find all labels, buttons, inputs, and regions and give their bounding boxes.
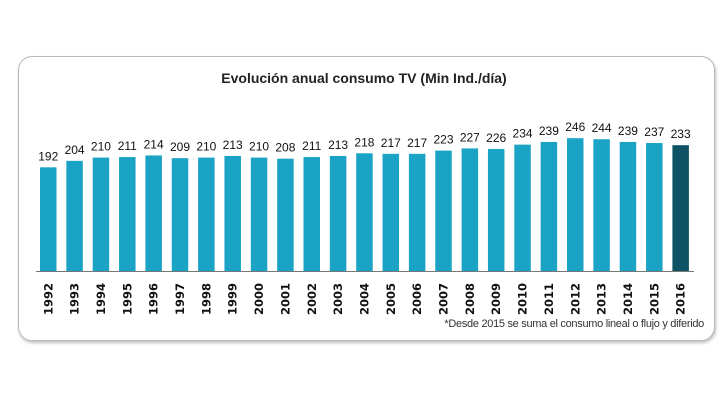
x-tick-label-2011: 2011 <box>542 283 556 315</box>
x-tick-label-1994: 1994 <box>94 283 108 315</box>
x-tick-label-2016: 2016 <box>674 283 688 315</box>
data-label-2002: 211 <box>302 139 321 153</box>
data-label-2014: 239 <box>618 124 638 138</box>
bar-2006 <box>408 153 426 271</box>
bar-2005 <box>382 153 400 271</box>
data-label-2007: 223 <box>433 133 453 147</box>
x-tick-label-2006: 2006 <box>410 283 424 315</box>
data-label-1998: 210 <box>196 140 216 154</box>
x-tick-label-2015: 2015 <box>647 283 661 315</box>
bar-1998 <box>198 157 215 271</box>
data-label-1996: 214 <box>144 137 164 151</box>
x-tick-label-2012: 2012 <box>568 283 582 315</box>
data-label-2008: 227 <box>460 130 480 144</box>
x-tick-label-1998: 1998 <box>199 283 213 315</box>
data-label-2012: 246 <box>565 120 585 134</box>
x-tick-label-2000: 2000 <box>252 283 266 315</box>
bar-1996 <box>145 155 162 271</box>
x-tick-label-2003: 2003 <box>331 283 345 315</box>
data-label-1993: 204 <box>65 143 85 157</box>
chart-title: Evolución anual consumo TV (Min Ind./día… <box>221 70 507 86</box>
bar-2001 <box>277 158 294 271</box>
bar-1993 <box>66 160 83 271</box>
x-tick-label-1993: 1993 <box>68 283 82 315</box>
data-label-1999: 213 <box>223 138 243 152</box>
bar-2004 <box>356 153 373 271</box>
bar-2012 <box>567 138 584 271</box>
bar-1997 <box>171 158 189 271</box>
bar-2010 <box>514 144 531 271</box>
data-label-2009: 226 <box>486 131 506 145</box>
bar-2003 <box>329 155 347 271</box>
x-tick-label-2008: 2008 <box>463 283 477 315</box>
x-tick-label-2001: 2001 <box>278 283 292 315</box>
x-tick-label-2010: 2010 <box>516 283 530 315</box>
data-label-2013: 244 <box>592 121 612 135</box>
data-label-2006: 217 <box>407 136 427 150</box>
data-label-2003: 213 <box>328 138 348 152</box>
bar-1994 <box>92 157 110 271</box>
bar-2007 <box>435 150 452 271</box>
x-tick-label-2007: 2007 <box>437 283 451 315</box>
footnote: *Desde 2015 se suma el consumo lineal o … <box>444 318 704 330</box>
x-tick-label-1995: 1995 <box>120 283 134 315</box>
x-tick-label-1997: 1997 <box>173 283 187 315</box>
bar-2015 <box>646 143 663 271</box>
bar-2014 <box>619 141 637 271</box>
x-tick-label-1996: 1996 <box>147 283 161 315</box>
x-tick-label-2002: 2002 <box>305 283 319 315</box>
bar-2016 <box>672 145 689 271</box>
bar-2011 <box>540 141 558 271</box>
data-label-1992: 192 <box>38 149 58 163</box>
bar-2008 <box>461 148 479 271</box>
x-tick-label-2013: 2013 <box>595 283 609 315</box>
data-label-1995: 211 <box>118 139 137 153</box>
data-label-1994: 210 <box>91 140 111 154</box>
bar-1999 <box>224 155 241 271</box>
bar-2009 <box>487 148 505 271</box>
data-label-2015: 237 <box>644 125 664 139</box>
bar-2002 <box>303 157 320 271</box>
data-label-2005: 217 <box>381 136 401 150</box>
data-label-2010: 234 <box>513 127 533 141</box>
data-label-1997: 209 <box>170 140 190 154</box>
bar-2013 <box>593 139 610 271</box>
data-label-2016: 233 <box>671 127 691 141</box>
data-label-2011: 239 <box>539 124 559 138</box>
x-tick-label-1992: 1992 <box>41 283 55 315</box>
bar-2000 <box>250 157 268 271</box>
bar-1992 <box>40 167 57 271</box>
x-tick-label-1999: 1999 <box>226 283 240 315</box>
bar-1995 <box>119 157 136 271</box>
x-tick-label-2009: 2009 <box>489 283 503 315</box>
x-tick-label-2014: 2014 <box>621 283 635 315</box>
data-label-2001: 208 <box>275 141 295 155</box>
data-label-2000: 210 <box>249 140 269 154</box>
data-label-2004: 218 <box>354 135 374 149</box>
x-tick-label-2004: 2004 <box>357 283 371 315</box>
x-tick-label-2005: 2005 <box>384 283 398 315</box>
